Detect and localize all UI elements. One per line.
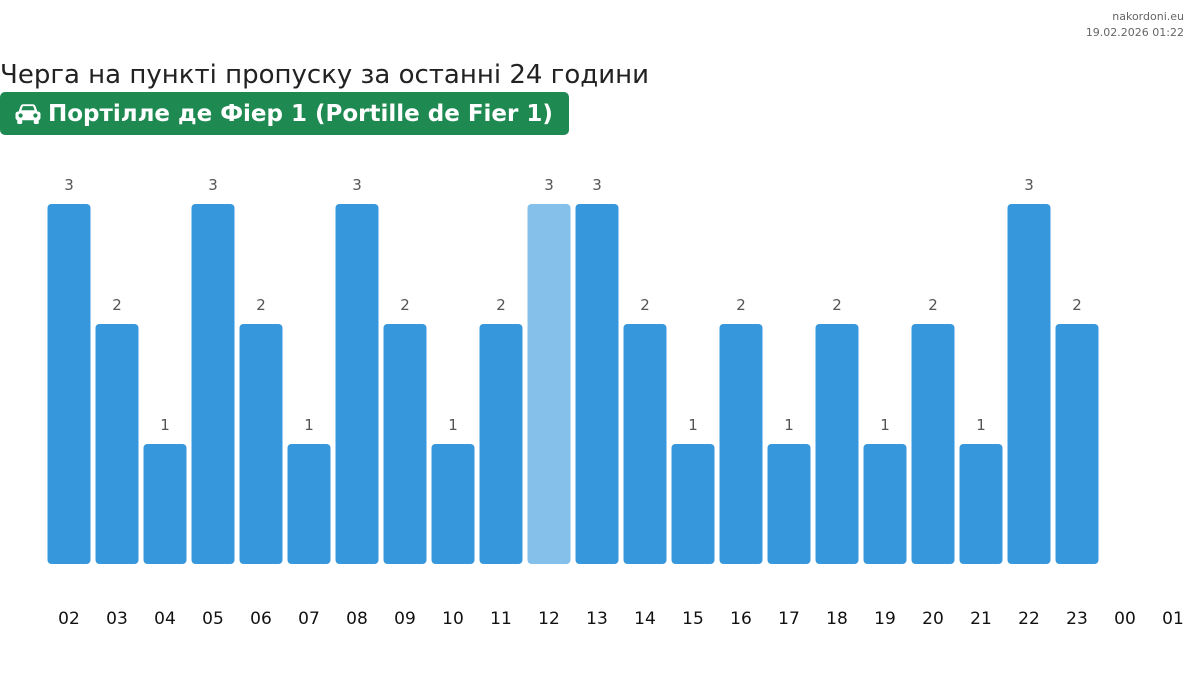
bar-value-label-14: 2 (640, 296, 650, 314)
bar-value-label-03: 2 (112, 296, 122, 314)
bar-18[interactable] (815, 324, 859, 564)
x-tick-label-22: 22 (1018, 609, 1040, 629)
crossing-name: Портілле де Фіер 1 (Portille de Fier 1) (48, 100, 553, 127)
bar-value-label-13: 3 (592, 176, 602, 194)
x-tick-label-15: 15 (682, 609, 704, 629)
x-tick-label-09: 09 (394, 609, 416, 629)
x-tick-label-12: 12 (538, 609, 560, 629)
bar-value-label-20: 2 (928, 296, 938, 314)
source-site[interactable]: nakordoni.eu (1112, 10, 1184, 23)
x-tick-label-13: 13 (586, 609, 608, 629)
page-title: Черга на пункті пропуску за останні 24 г… (0, 60, 650, 90)
bar-03[interactable] (95, 324, 139, 564)
x-tick-label-06: 06 (250, 609, 272, 629)
bar-value-label-12: 3 (544, 176, 554, 194)
bar-value-label-16: 2 (736, 296, 746, 314)
bar-16[interactable] (719, 324, 763, 564)
bar-17[interactable] (767, 444, 811, 564)
bar-value-label-18: 2 (832, 296, 842, 314)
bar-20[interactable] (911, 324, 955, 564)
bar-21[interactable] (959, 444, 1003, 564)
x-tick-label-21: 21 (970, 609, 992, 629)
bar-value-label-04: 1 (160, 416, 170, 434)
x-tick-label-16: 16 (730, 609, 752, 629)
bar-02[interactable] (47, 204, 91, 564)
bar-value-label-11: 2 (496, 296, 506, 314)
bar-value-label-17: 1 (784, 416, 794, 434)
bar-06[interactable] (239, 324, 283, 564)
bar-23[interactable] (1055, 324, 1099, 564)
x-tick-label-05: 05 (202, 609, 224, 629)
x-tick-label-23: 23 (1066, 609, 1088, 629)
x-tick-label-02: 02 (58, 609, 80, 629)
x-tick-label-20: 20 (922, 609, 944, 629)
bar-12[interactable] (527, 204, 571, 564)
bar-04[interactable] (143, 444, 187, 564)
x-tick-label-03: 03 (106, 609, 128, 629)
bar-value-label-09: 2 (400, 296, 410, 314)
x-tick-label-00: 00 (1114, 609, 1136, 629)
bar-07[interactable] (287, 444, 331, 564)
x-tick-label-11: 11 (490, 609, 512, 629)
bar-value-label-22: 3 (1024, 176, 1034, 194)
bar-value-label-07: 1 (304, 416, 314, 434)
bar-value-label-05: 3 (208, 176, 218, 194)
bar-15[interactable] (671, 444, 715, 564)
x-tick-label-18: 18 (826, 609, 848, 629)
x-tick-label-04: 04 (154, 609, 176, 629)
bar-22[interactable] (1007, 204, 1051, 564)
bar-value-label-19: 1 (880, 416, 890, 434)
x-tick-label-14: 14 (634, 609, 656, 629)
bar-09[interactable] (383, 324, 427, 564)
bar-value-label-08: 3 (352, 176, 362, 194)
x-tick-label-01: 01 (1162, 609, 1184, 629)
x-tick-label-19: 19 (874, 609, 896, 629)
bar-value-label-21: 1 (976, 416, 986, 434)
bar-08[interactable] (335, 204, 379, 564)
bar-value-label-15: 1 (688, 416, 698, 434)
source-meta: nakordoni.eu 19.02.2026 01:22 (1086, 9, 1184, 41)
crossing-badge: Портілле де Фіер 1 (Portille de Fier 1) (0, 92, 569, 135)
bar-value-label-02: 3 (64, 176, 74, 194)
x-tick-label-10: 10 (442, 609, 464, 629)
bar-19[interactable] (863, 444, 907, 564)
x-tick-label-17: 17 (778, 609, 800, 629)
bar-11[interactable] (479, 324, 523, 564)
source-timestamp: 19.02.2026 01:22 (1085, 26, 1184, 39)
x-tick-label-07: 07 (298, 609, 320, 629)
bar-13[interactable] (575, 204, 619, 564)
car-icon (15, 103, 41, 124)
bar-10[interactable] (431, 444, 475, 564)
bar-14[interactable] (623, 324, 667, 564)
bar-05[interactable] (191, 204, 235, 564)
bar-value-label-10: 1 (448, 416, 458, 434)
bar-value-label-23: 2 (1072, 296, 1082, 314)
x-tick-label-08: 08 (346, 609, 368, 629)
bar-value-label-06: 2 (256, 296, 266, 314)
